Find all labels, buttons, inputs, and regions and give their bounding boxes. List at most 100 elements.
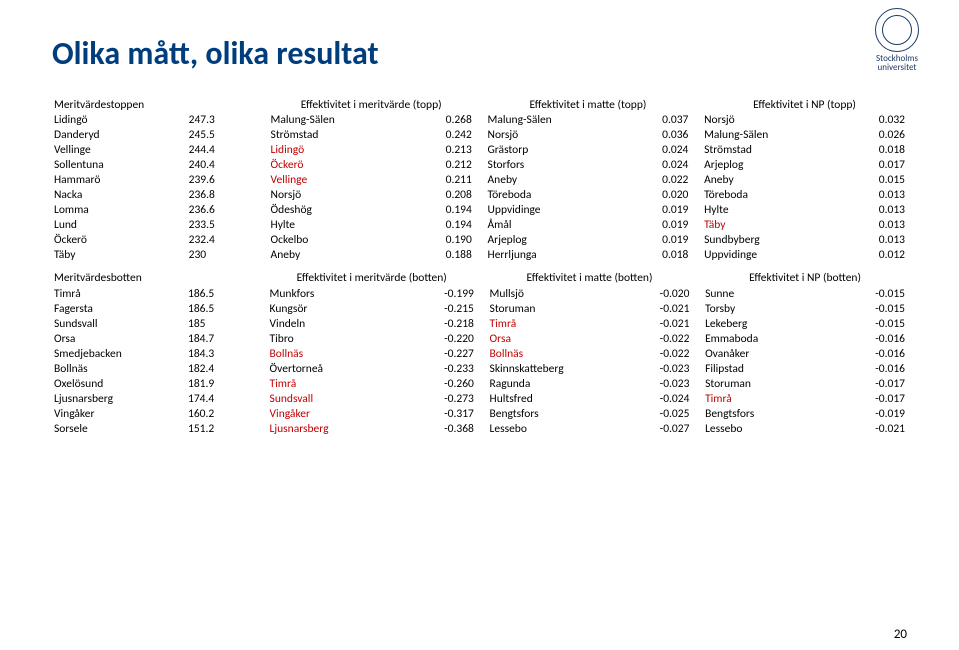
table-cell: 247.3 [187, 113, 257, 128]
table-cell: Hammarö [52, 173, 187, 188]
table-cell: Aneby [702, 173, 837, 188]
table-cell: 0.015 [837, 173, 907, 188]
table-row: Lund233.5Hylte0.194Åmål0.019Täby0.013 [52, 218, 907, 233]
table-cell: -0.220 [404, 331, 476, 346]
table-cell: Åmål [486, 218, 621, 233]
table-cell: -0.199 [404, 286, 476, 301]
table-cell: Nacka [52, 188, 187, 203]
table-cell: Grästorp [486, 143, 621, 158]
table-cell: -0.368 [404, 421, 476, 436]
table-cell: Aneby [269, 248, 404, 263]
table-cell: Timrå [488, 316, 622, 331]
table-cell: -0.022 [622, 331, 692, 346]
table-cell: Vellinge [52, 143, 187, 158]
table-cell: 0.018 [620, 248, 690, 263]
table-cell: 230 [187, 248, 257, 263]
table-cell: 0.212 [404, 158, 474, 173]
table-row: Vingåker160.2Vingåker-0.317Bengtsfors-0.… [52, 406, 907, 421]
table-row: Smedjebacken184.3Bollnäs-0.227Bollnäs-0.… [52, 346, 907, 361]
table-cell: Bengtsfors [488, 406, 622, 421]
table-row: Fagersta186.5Kungsör-0.215Storuman-0.021… [52, 301, 907, 316]
table-cell: Sorsele [52, 421, 186, 436]
table-row: Timrå186.5Munkfors-0.199Mullsjö-0.020Sun… [52, 286, 907, 301]
page-number: 20 [894, 627, 907, 642]
table-cell: Sunne [703, 286, 837, 301]
university-logo: Stockholms universitet [875, 8, 919, 73]
table-cell: -0.317 [404, 406, 476, 421]
table-cell: Lomma [52, 203, 187, 218]
table-cell: Lund [52, 218, 187, 233]
table-cell: Aneby [486, 173, 621, 188]
table-row: Orsa184.7Tibro-0.220Orsa-0.022Emmaboda-0… [52, 331, 907, 346]
column-header: Meritvärdesbotten [52, 271, 256, 287]
table-cell: Hultsfred [488, 391, 622, 406]
table-cell: Täby [702, 218, 837, 233]
table-cell: -0.016 [837, 361, 907, 376]
table-cell: Bollnäs [52, 361, 186, 376]
table-cell: -0.027 [622, 421, 692, 436]
table-cell: 0.013 [837, 203, 907, 218]
table-cell: 0.022 [620, 173, 690, 188]
table-cell: Timrå [52, 286, 186, 301]
table-cell: Ockelbo [269, 233, 404, 248]
table-cell: 0.188 [404, 248, 474, 263]
column-header: Effektivitet i matte (topp) [486, 97, 691, 113]
table-cell: 239.6 [187, 173, 257, 188]
table-cell: Storfors [486, 158, 621, 173]
table-cell: -0.015 [837, 316, 907, 331]
table-cell: Öckerö [52, 233, 187, 248]
uni-name-2: universitet [875, 63, 919, 72]
table-cell: Ljusnarsberg [268, 421, 404, 436]
table-cell: 186.5 [186, 301, 256, 316]
table-cell: -0.016 [837, 346, 907, 361]
table-cell: 181.9 [186, 376, 256, 391]
table-cell: -0.227 [404, 346, 476, 361]
table-cell: Bengtsfors [703, 406, 837, 421]
table-row: Ljusnarsberg174.4Sundsvall-0.273Hultsfre… [52, 391, 907, 406]
table-cell: Kungsör [268, 301, 404, 316]
table-cell: 0.013 [837, 188, 907, 203]
table-cell: Lidingö [52, 113, 187, 128]
table-cell: 0.013 [837, 218, 907, 233]
page-title: Olika mått, olika resultat [52, 34, 907, 73]
table-cell: -0.025 [622, 406, 692, 421]
table-cell: 0.194 [404, 218, 474, 233]
table-cell: Ödeshög [269, 203, 404, 218]
table-cell: Herrljunga [486, 248, 621, 263]
table-cell: 0.037 [620, 113, 690, 128]
table-cell: 0.268 [404, 113, 474, 128]
table-cell: Skinnskatteberg [488, 361, 622, 376]
table-cell: Orsa [488, 331, 622, 346]
bottom-table: Meritvärdesbotten Effektivitet i meritvär… [52, 271, 907, 437]
table-cell: Tibro [268, 331, 404, 346]
table-cell: Ljusnarsberg [52, 391, 186, 406]
table-cell: 160.2 [186, 406, 256, 421]
table-cell: 0.211 [404, 173, 474, 188]
table-cell: 182.4 [186, 361, 256, 376]
table-cell: Öckerö [269, 158, 404, 173]
table-cell: Malung-Sälen [702, 128, 837, 143]
table-cell: 0.018 [837, 143, 907, 158]
table-cell: 0.017 [837, 158, 907, 173]
table-cell: 0.208 [404, 188, 474, 203]
table-cell: Ovanåker [703, 346, 837, 361]
table-row: Bollnäs182.4Övertorneå-0.233Skinnskatteb… [52, 361, 907, 376]
table-cell: Norsjö [486, 128, 621, 143]
table-cell: -0.023 [622, 361, 692, 376]
table-cell: Arjeplog [486, 233, 621, 248]
table-cell: Fagersta [52, 301, 186, 316]
table-cell: 186.5 [186, 286, 256, 301]
table-cell: Munkfors [268, 286, 404, 301]
column-header: Effektivitet i meritvärde (botten) [268, 271, 476, 287]
table-cell: Storuman [703, 376, 837, 391]
table-cell: 236.6 [187, 203, 257, 218]
table-cell: Filipstad [703, 361, 837, 376]
table-cell: Töreboda [486, 188, 621, 203]
table-cell: 232.4 [187, 233, 257, 248]
table-cell: 0.024 [620, 143, 690, 158]
table-cell: Malung-Sälen [486, 113, 621, 128]
table-cell: Timrå [268, 376, 404, 391]
table-cell: Hylte [269, 218, 404, 233]
table-cell: -0.021 [622, 316, 692, 331]
table-cell: -0.022 [622, 346, 692, 361]
